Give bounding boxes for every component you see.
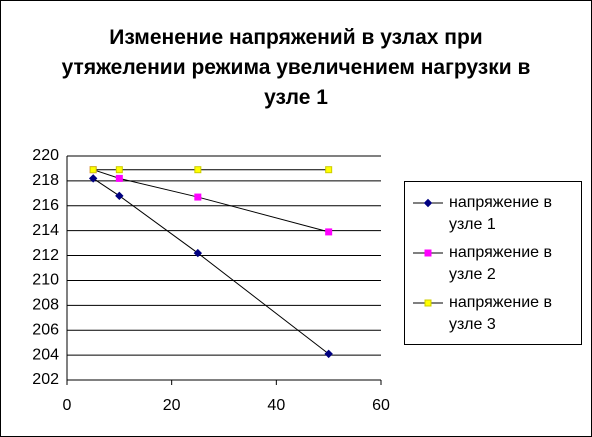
legend-icon (413, 198, 443, 208)
y-tick-label: 216 (32, 197, 59, 214)
legend-label: напряжение в узле 2 (449, 244, 552, 283)
chart-title: Изменение напряжений в узлах при утяжеле… (61, 26, 531, 109)
marker (88, 174, 98, 183)
marker (325, 166, 333, 174)
marker (115, 191, 124, 201)
y-tick-label: 220 (32, 147, 59, 164)
y-tick-label: 204 (32, 346, 59, 363)
x-tick-label: 60 (372, 397, 390, 414)
marker (424, 299, 432, 307)
y-tick-label: 202 (32, 371, 59, 388)
legend-item: напряжение в узле 1 (411, 192, 575, 236)
marker (324, 349, 333, 359)
series-line (93, 169, 329, 233)
legend-icon (413, 249, 443, 257)
y-tick-label: 206 (32, 321, 59, 338)
x-tick-label: 20 (163, 397, 181, 414)
marker (89, 166, 97, 174)
marker (194, 166, 202, 174)
x-tick-label: 40 (267, 397, 285, 414)
marker (194, 193, 202, 201)
y-tick-label: 214 (32, 222, 59, 239)
marker (424, 249, 432, 257)
x-tick-label: 0 (63, 397, 72, 414)
legend-item: напряжение в узле 2 (411, 242, 575, 286)
marker (115, 166, 123, 174)
legend-icon (413, 299, 443, 307)
y-tick-label: 218 (32, 172, 59, 189)
y-tick-label: 212 (32, 247, 59, 264)
marker (115, 174, 123, 182)
y-tick-label: 210 (32, 272, 59, 289)
legend-label: напряжение в узле 3 (449, 294, 552, 333)
marker (423, 198, 433, 208)
legend-label: напряжение в узле 1 (449, 194, 552, 233)
y-tick-label: 208 (32, 297, 59, 314)
marker (193, 248, 203, 258)
legend: напряжение в узле 1 напряжение в узле 2 на… (404, 181, 582, 345)
series-line (92, 177, 329, 355)
legend-item: напряжение в узле 3 (411, 292, 575, 336)
marker (325, 228, 333, 236)
